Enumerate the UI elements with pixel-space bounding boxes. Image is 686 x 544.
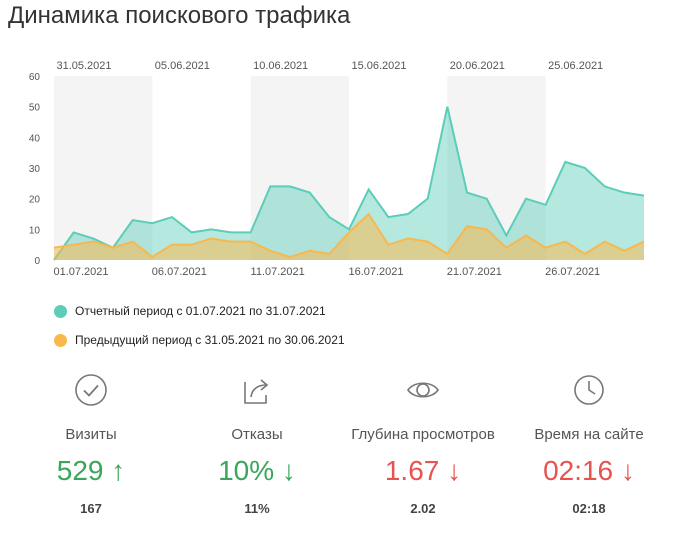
stat-label: Время на сайте — [534, 426, 644, 443]
stat-previous-value: 167 — [80, 501, 102, 516]
stat-label: Визиты — [65, 426, 117, 443]
clock-icon — [574, 375, 604, 405]
legend-current[interactable]: Отчетный период с 01.07.2021 по 31.07.20… — [54, 304, 326, 318]
check-circle-icon — [75, 374, 107, 406]
top-tick-label: 31.05.2021 — [56, 60, 111, 72]
y-tick-label: 10 — [29, 225, 41, 236]
stat-label: Отказы — [231, 426, 283, 443]
legend-previous-label: Предыдущий период с 31.05.2021 по 30.06.… — [75, 333, 345, 347]
y-tick-label: 50 — [29, 103, 41, 114]
legend-previous-marker — [54, 333, 67, 347]
chart-week-band — [250, 76, 349, 260]
stat-previous-value: 02:18 — [572, 501, 606, 516]
stat-value: 02:16 ↓ — [543, 455, 635, 486]
legend-previous[interactable]: Предыдущий период с 31.05.2021 по 30.06.… — [54, 333, 345, 347]
top-tick-label: 20.06.2021 — [450, 60, 505, 72]
legend-current-marker — [54, 304, 67, 318]
top-tick-label: 10.06.2021 — [253, 60, 308, 72]
y-tick-label: 30 — [29, 164, 41, 175]
bottom-tick-label: 21.07.2021 — [447, 266, 502, 278]
stat-value: 1.67 ↓ — [384, 455, 462, 486]
traffic-area-chart: 0 10 20 30 40 50 60 31.05.2021 05.06.2021 10.06.2… — [29, 60, 645, 278]
stat-visits: Визиты 529 ↑ 167 — [6, 372, 176, 516]
top-tick-label: 25.06.2021 — [548, 60, 603, 72]
stat-time-on-site: Время на сайте 02:16 ↓ 02:18 — [504, 372, 674, 516]
y-tick-label: 0 — [34, 256, 40, 267]
stat-value: 10% ↓ — [218, 455, 296, 486]
share-icon — [244, 379, 269, 404]
stat-previous-value: 11% — [244, 501, 270, 516]
legend-current-label: Отчетный период с 01.07.2021 по 31.07.20… — [75, 304, 326, 318]
stat-value: 529 ↑ — [56, 455, 126, 486]
y-tick-label: 20 — [29, 195, 41, 206]
trend-arrow-icon: ↓ — [447, 455, 462, 486]
stat-page-depth: Глубина просмотров 1.67 ↓ 2.02 — [338, 372, 508, 516]
series-current-area — [54, 106, 644, 260]
y-tick-label: 60 — [29, 72, 41, 83]
top-tick-label: 05.06.2021 — [155, 60, 210, 72]
bottom-tick-label: 16.07.2021 — [348, 266, 403, 278]
bottom-tick-label: 01.07.2021 — [53, 266, 108, 278]
eye-icon — [407, 382, 439, 398]
chart-week-band — [54, 76, 153, 260]
stat-bounces: Отказы 10% ↓ 11% — [172, 372, 342, 516]
top-tick-label: 15.06.2021 — [351, 60, 406, 72]
bottom-tick-label: 06.07.2021 — [152, 266, 207, 278]
bottom-tick-label: 26.07.2021 — [545, 266, 600, 278]
bottom-tick-label: 11.07.2021 — [251, 266, 305, 278]
trend-arrow-icon: ↓ — [281, 455, 296, 486]
y-tick-label: 40 — [29, 133, 41, 144]
stat-previous-value: 2.02 — [410, 501, 436, 516]
series-previous-line — [53, 212, 645, 259]
series-previous-area — [54, 214, 644, 260]
page-title: Динамика поискового трафика — [8, 2, 351, 29]
trend-arrow-icon: ↑ — [111, 455, 126, 486]
trend-arrow-icon: ↓ — [620, 455, 635, 486]
stat-label: Глубина просмотров — [351, 426, 495, 443]
series-current-line — [53, 106, 645, 261]
